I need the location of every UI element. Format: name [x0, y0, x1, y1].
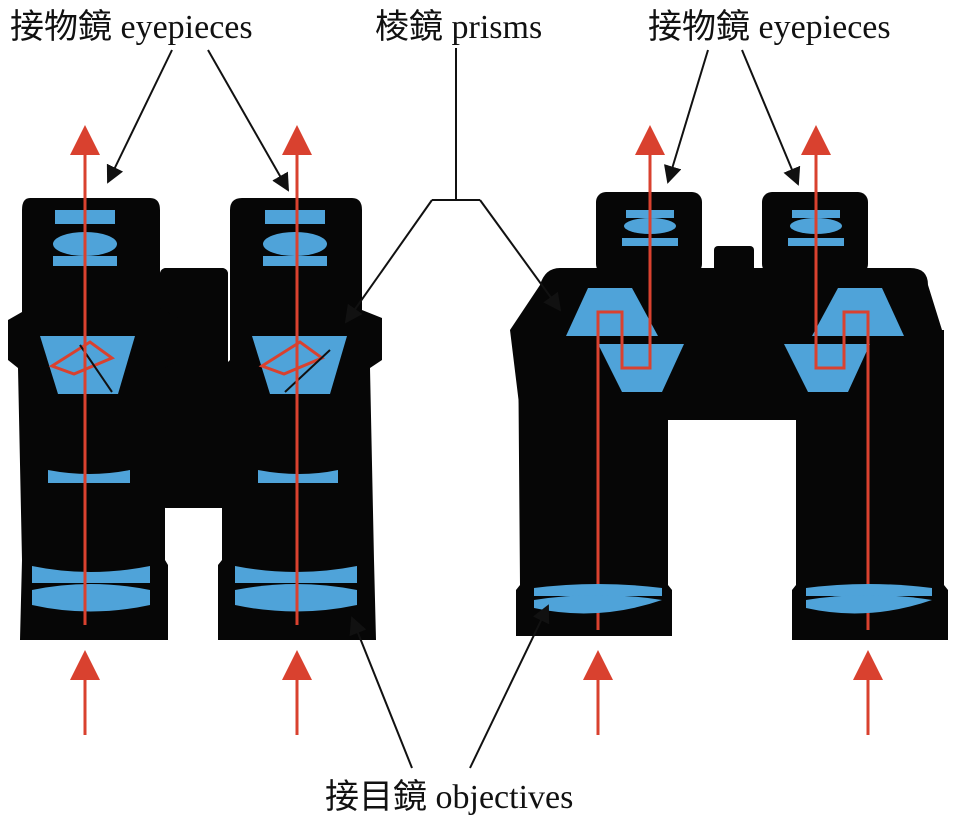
label-objectives: 接目鏡 objectives — [325, 778, 573, 816]
prism-edge — [284, 349, 331, 393]
left-barrel-2 — [218, 198, 382, 640]
roof-prism — [40, 336, 135, 394]
objective-lens — [534, 584, 662, 596]
label-eyepieces-left: 接物鏡 eyepieces — [10, 8, 253, 46]
eyepiece-lens — [263, 256, 327, 266]
objective-lens — [534, 595, 662, 614]
left-binocular-hinge — [160, 268, 228, 298]
objective-lens — [32, 566, 150, 583]
porro-light-path — [596, 125, 665, 630]
left-barrel-1 — [8, 198, 178, 640]
pointer-lines — [106, 48, 801, 769]
pointer-prisms — [479, 199, 562, 312]
pointer-prisms — [344, 199, 433, 324]
porro-barrel-1 — [516, 330, 672, 636]
prism-light-path — [48, 340, 116, 376]
porro-focus-knob — [714, 246, 754, 272]
label-eyepieces-right: 接物鏡 eyepieces — [648, 8, 891, 46]
porro-prism-binocular — [510, 125, 948, 735]
eyepiece-lens — [265, 210, 325, 224]
objective-lens — [806, 584, 932, 596]
pointer-eyepiece — [207, 49, 289, 192]
pointer-eyepiece — [664, 49, 709, 184]
pointer-eyepiece — [741, 49, 801, 186]
left-binocular-bridge — [160, 268, 228, 508]
roof-prism-binocular — [8, 125, 382, 735]
roof-prism — [252, 336, 347, 394]
porro-light-path — [801, 125, 870, 630]
eyepiece-lens — [263, 232, 327, 256]
objective-lens — [32, 584, 150, 612]
porro-barrel-2 — [792, 330, 948, 640]
pointer-objective — [469, 604, 550, 769]
field-lens — [48, 470, 130, 483]
objective-lens — [806, 595, 932, 614]
pointer-eyepiece — [106, 49, 173, 184]
label-prisms: 棱鏡 prisms — [375, 8, 542, 46]
pointer-objective — [349, 616, 413, 769]
